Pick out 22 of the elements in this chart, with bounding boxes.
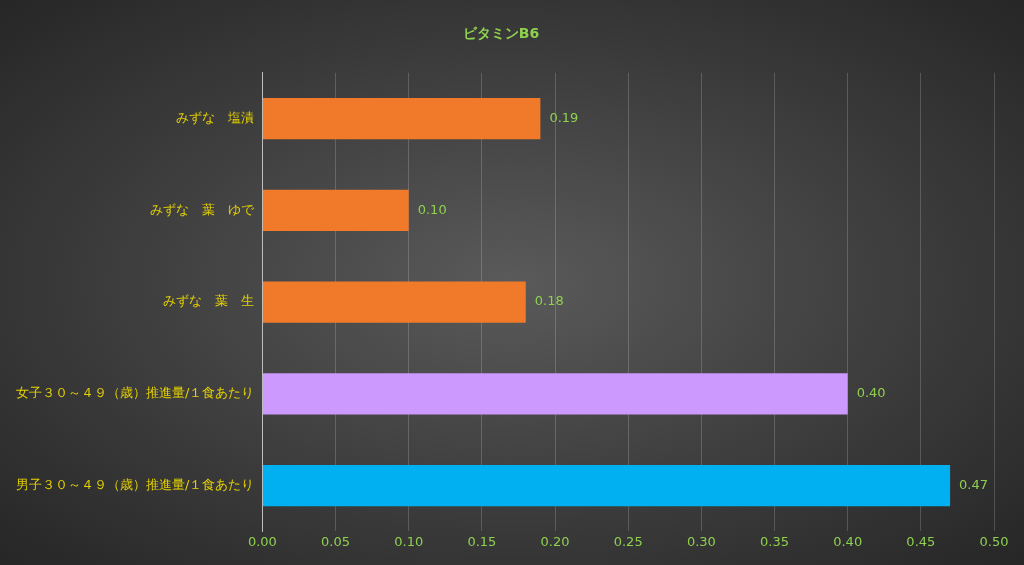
x-tick-label: 0.15 (467, 533, 497, 549)
x-tick-label: 0.05 (321, 533, 351, 549)
y-tick-label: 女子３０～４９（歳）推進量/１食あたり (15, 385, 255, 401)
x-tick-label: 0.40 (833, 533, 863, 549)
x-tick-label: 0.35 (760, 533, 789, 549)
data-label: 0.18 (534, 293, 564, 309)
y-tick-label: みずな 葉 ゆで (150, 201, 256, 217)
x-tick-label: 0.30 (686, 533, 716, 549)
chart-title: ビタミンB6 (462, 25, 540, 42)
x-tick-label: 0.50 (979, 533, 1009, 549)
x-tick-label: 0.20 (540, 533, 570, 549)
x-tick-label: 0.25 (613, 533, 643, 549)
data-label: 0.19 (549, 110, 579, 126)
data-label: 0.10 (417, 201, 447, 217)
y-tick-label: 男子３０～４９（歳）推進量/１食あたり (15, 476, 255, 492)
x-tick-label: 0.00 (247, 533, 277, 549)
y-tick-label: みずな 葉 生 (163, 293, 255, 309)
x-tick-label: 0.45 (906, 533, 936, 549)
y-tick-label: みずな 塩漬 (176, 110, 255, 126)
data-label: 0.47 (959, 476, 989, 492)
data-label: 0.40 (856, 385, 886, 401)
x-tick-label: 0.10 (394, 533, 424, 549)
